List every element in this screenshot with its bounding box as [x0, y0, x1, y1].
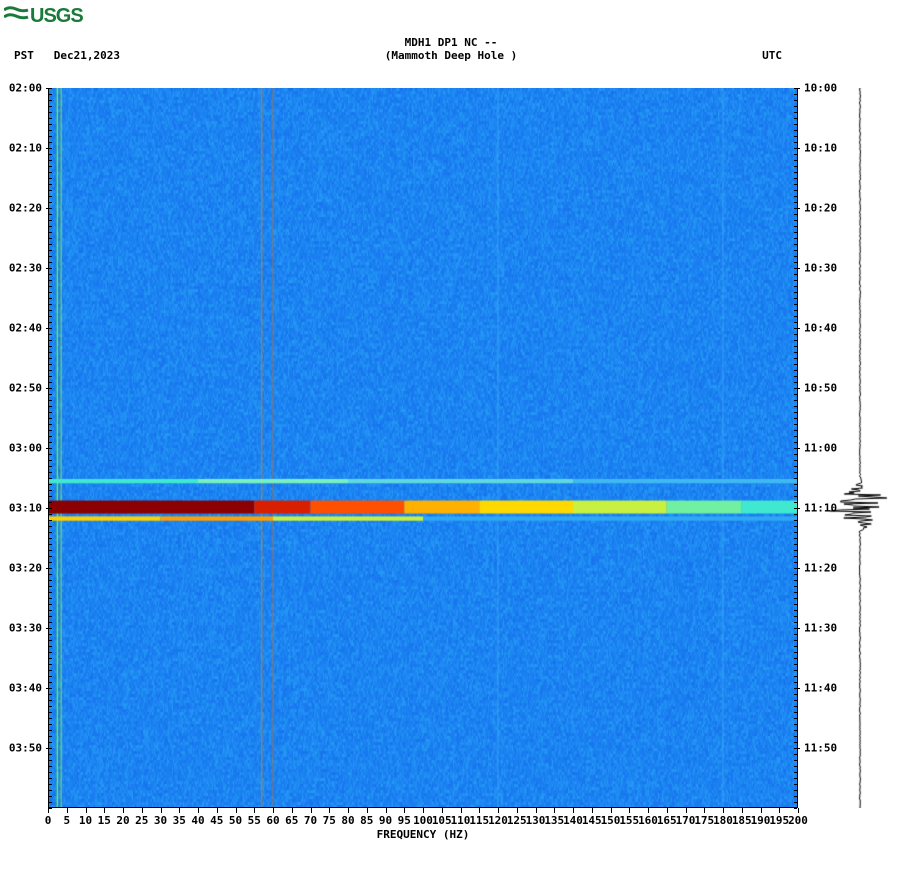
y-left-tick-label: 03:50 [9, 742, 42, 755]
y-left-tick-label: 03:00 [9, 442, 42, 455]
x-tick-label: 5 [63, 814, 70, 827]
x-tick-label: 175 [694, 814, 714, 827]
station-name: (Mammoth Deep Hole ) [385, 49, 517, 62]
header-left: PST Dec21,2023 [14, 49, 120, 62]
left-tz: PST [14, 49, 34, 62]
x-tick-label: 180 [713, 814, 733, 827]
x-tick-label: 165 [657, 814, 677, 827]
x-tick-label: 150 [601, 814, 621, 827]
x-tick-label: 110 [451, 814, 471, 827]
x-tick-label: 190 [751, 814, 771, 827]
x-tick-label: 70 [304, 814, 317, 827]
left-date: Dec21,2023 [54, 49, 120, 62]
svg-text:USGS: USGS [30, 5, 83, 26]
x-tick-label: 35 [173, 814, 186, 827]
x-tick-label: 65 [285, 814, 298, 827]
x-tick-label: 15 [98, 814, 111, 827]
x-tick-label: 170 [676, 814, 696, 827]
y-left-tick-label: 02:00 [9, 82, 42, 95]
x-tick-label: 55 [248, 814, 261, 827]
x-tick-label: 45 [210, 814, 223, 827]
x-tick-label: 185 [732, 814, 752, 827]
station-code: MDH1 DP1 NC -- [405, 36, 498, 49]
chart-header: MDH1 DP1 NC -- (Mammoth Deep Hole ) PST … [0, 36, 902, 62]
x-tick-label: 50 [229, 814, 242, 827]
x-tick-label: 0 [45, 814, 52, 827]
x-tick-label: 20 [116, 814, 129, 827]
y-left-tick-label: 03:20 [9, 562, 42, 575]
x-tick-label: 135 [544, 814, 564, 827]
x-tick-label: 80 [341, 814, 354, 827]
x-tick-label: 200 [788, 814, 808, 827]
right-tz: UTC [762, 49, 782, 62]
x-tick-label: 115 [469, 814, 489, 827]
x-tick-label: 160 [638, 814, 658, 827]
x-tick-label: 145 [582, 814, 602, 827]
spectrogram-plot [48, 88, 798, 808]
y-left-tick-label: 02:50 [9, 382, 42, 395]
x-tick-label: 100 [413, 814, 433, 827]
y-left-tick-label: 02:20 [9, 202, 42, 215]
x-tick-label: 155 [619, 814, 639, 827]
x-tick-label: 90 [379, 814, 392, 827]
x-axis-label: FREQUENCY (HZ) [48, 828, 798, 841]
x-tick-label: 25 [135, 814, 148, 827]
y-left-tick-label: 02:30 [9, 262, 42, 275]
x-tick-label: 10 [79, 814, 92, 827]
y-left-tick-label: 03:30 [9, 622, 42, 635]
x-axis-frequency: FREQUENCY (HZ) 05 10 15 20 25 30 35 40 45 50 55 60 6… [48, 808, 798, 848]
x-tick-label: 30 [154, 814, 167, 827]
x-tick-label: 120 [488, 814, 508, 827]
x-tick-label: 195 [769, 814, 789, 827]
x-tick-label: 125 [507, 814, 527, 827]
usgs-logo: USGS [4, 4, 94, 26]
x-tick-label: 130 [526, 814, 546, 827]
y-left-tick-label: 02:40 [9, 321, 42, 334]
x-tick-label: 105 [432, 814, 452, 827]
x-tick-label: 140 [563, 814, 583, 827]
x-tick-label: 75 [323, 814, 336, 827]
seismogram-trace [820, 88, 900, 808]
x-tick-label: 95 [398, 814, 411, 827]
y-left-tick-label: 02:10 [9, 141, 42, 154]
x-tick-label: 60 [266, 814, 279, 827]
y-left-tick-label: 03:40 [9, 681, 42, 694]
y-axis-left-pst: 02:0002:1002:2002:3002:4002:5003:0003:10… [0, 88, 46, 808]
spectrogram-canvas [48, 88, 798, 808]
header-right: UTC [762, 49, 782, 62]
x-tick-label: 40 [191, 814, 204, 827]
y-left-tick-label: 03:10 [9, 501, 42, 514]
x-tick-label: 85 [360, 814, 373, 827]
